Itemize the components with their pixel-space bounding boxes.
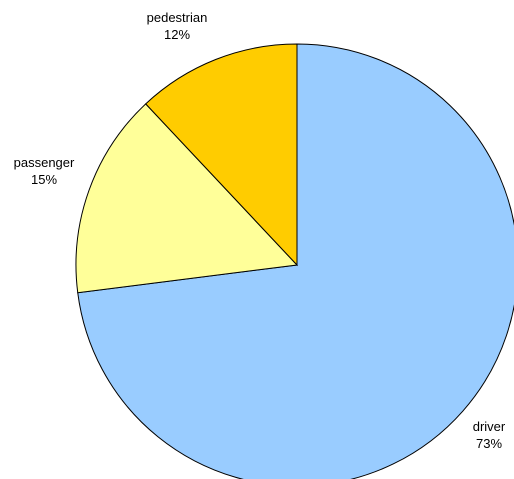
pie-labels: driver 73% passenger 15% pedestrian 12% bbox=[14, 10, 506, 451]
slice-label-driver: driver bbox=[473, 419, 506, 434]
pie-slices bbox=[75, 43, 514, 479]
pie-slice-driver bbox=[77, 43, 514, 479]
slice-percent-passenger: 15% bbox=[31, 172, 57, 187]
slice-label-pedestrian: pedestrian bbox=[147, 10, 208, 25]
slice-percent-driver: 73% bbox=[476, 436, 502, 451]
slice-label-passenger: passenger bbox=[14, 155, 75, 170]
pie-slice-passenger bbox=[75, 103, 299, 294]
slice-percent-pedestrian: 12% bbox=[164, 27, 190, 42]
pie-slice-pedestrian bbox=[145, 43, 298, 267]
